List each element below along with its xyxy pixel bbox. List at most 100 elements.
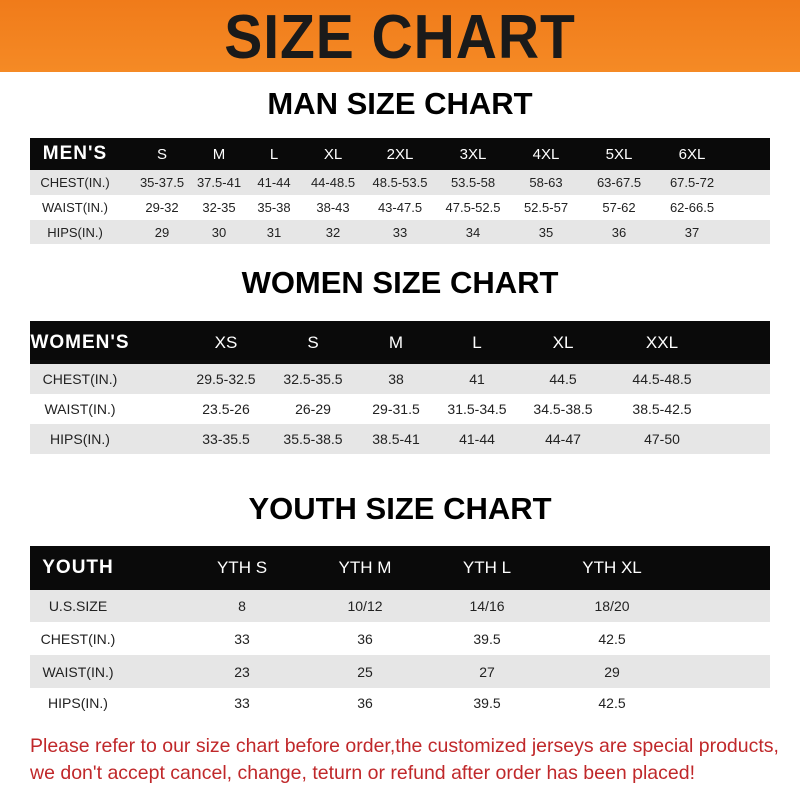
- table-row: WAIST(IN.) 23.5-26 26-29 29-31.5 31.5-34.5 34…: [30, 394, 770, 424]
- measurement-cell: 44.5-48.5: [632, 371, 692, 387]
- measurement-cell: 32: [325, 224, 341, 240]
- measurement-cell: 62-66.5: [669, 200, 715, 215]
- measurement-cell: 38.5-41: [372, 431, 420, 447]
- measurement-cell: 47.5-52.5: [445, 200, 501, 215]
- measurement-cell: 41-44: [257, 175, 291, 190]
- measurement-cell: 10/12: [347, 598, 383, 614]
- size-header-cell: S: [307, 332, 319, 352]
- table-row: CHEST(IN.) 35-37.5 37.5-41 41-44 44-48.5 48.5…: [30, 170, 770, 195]
- table-row: CHEST(IN.) 29.5-32.5 32.5-35.5 38 41 44.5 44.5…: [30, 364, 770, 394]
- measurement-cell: 34: [465, 224, 481, 240]
- women-section-title: WOMEN SIZE CHART: [241, 265, 559, 300]
- row-label: HIPS(IN.): [47, 224, 103, 240]
- measurement-cell: 41: [469, 371, 485, 387]
- size-header-cell: YTH S: [216, 558, 268, 577]
- measurement-cell: 47-50: [644, 431, 680, 447]
- table-title-cell: WOMEN'S: [30, 331, 130, 353]
- measurement-cell: 37.5-41: [196, 175, 242, 190]
- measurement-cell: 44-48.5: [310, 175, 356, 190]
- measurement-cell: 48.5-53.5: [372, 175, 428, 190]
- youth-section-title: YOUTH SIZE CHART: [248, 491, 552, 526]
- size-header-cell: S: [156, 145, 168, 163]
- measurement-cell: 25: [357, 663, 373, 680]
- measurement-cell: 23: [234, 663, 250, 680]
- measurement-cell: 33: [392, 224, 408, 240]
- measurement-cell: 44.5: [549, 371, 577, 387]
- measurement-cell: 31: [266, 224, 282, 240]
- header-row: YOUTH YTH S YTH M YTH L YTH XL: [30, 546, 770, 590]
- measurement-cell: 42.5: [598, 695, 626, 711]
- measurement-cell: 29: [604, 663, 620, 680]
- size-header-cell: L: [269, 145, 279, 163]
- measurement-cell: 35-38: [257, 200, 291, 215]
- measurement-cell: 44-47: [545, 431, 581, 447]
- size-header-cell: XL: [323, 145, 343, 163]
- measurement-cell: 36: [357, 695, 373, 711]
- table-title-cell: MEN'S: [42, 143, 108, 164]
- table-row: WAIST(IN.) 23 25 27 29: [30, 655, 770, 688]
- size-header-cell: 5XL: [605, 145, 633, 163]
- measurement-cell: 37: [684, 224, 700, 240]
- measurement-cell: 34.5-38.5: [533, 401, 593, 417]
- size-header-cell: YTH M: [338, 558, 392, 577]
- size-header-cell: XL: [552, 332, 574, 352]
- measurement-cell: 38.5-42.5: [632, 401, 692, 417]
- measurement-cell: 31.5-34.5: [447, 401, 507, 417]
- measurement-cell: 30: [211, 224, 227, 240]
- size-header-cell: YTH XL: [582, 558, 642, 577]
- measurement-cell: 58-63: [529, 175, 563, 190]
- measurement-cell: 52.5-57: [523, 200, 569, 215]
- size-header-cell: 6XL: [678, 145, 706, 163]
- row-label: WAIST(IN.): [42, 200, 108, 215]
- header-row: WOMEN'S XS S M L XL XXL: [30, 321, 770, 364]
- measurement-cell: 39.5: [473, 630, 501, 647]
- table-title-cell: YOUTH: [42, 557, 114, 578]
- row-label: CHEST(IN.): [42, 371, 118, 387]
- table-row: HIPS(IN.) 33 36 39.5 42.5: [30, 688, 770, 718]
- measurement-cell: 35-37.5: [139, 175, 185, 190]
- header-row: MEN'S S M L XL 2XL 3XL 4XL 5XL 6XL: [30, 138, 770, 170]
- size-header-cell: YTH L: [462, 558, 512, 577]
- measurement-cell: 26-29: [295, 401, 331, 417]
- row-label: HIPS(IN.): [50, 431, 110, 447]
- measurement-cell: 27: [479, 663, 495, 680]
- measurement-cell: 67.5-72: [669, 175, 715, 190]
- measurement-cell: 33: [234, 695, 250, 711]
- size-header-cell: 2XL: [386, 145, 414, 163]
- measurement-cell: 32-35: [202, 200, 236, 215]
- measurement-cell: 63-67.5: [596, 175, 642, 190]
- measurement-cell: 32.5-35.5: [283, 371, 343, 387]
- measurement-cell: 8: [238, 598, 246, 614]
- measurement-cell: 35: [538, 224, 554, 240]
- size-header-cell: XXL: [645, 332, 679, 352]
- measurement-cell: 29.5-32.5: [196, 371, 256, 387]
- men-section-title: MAN SIZE CHART: [267, 86, 533, 121]
- measurement-cell: 38: [388, 371, 404, 387]
- row-label: WAIST(IN.): [44, 401, 116, 417]
- measurement-cell: 42.5: [598, 630, 626, 647]
- measurement-cell: 36: [611, 224, 627, 240]
- row-label: CHEST(IN.): [40, 175, 110, 190]
- size-header-cell: 3XL: [459, 145, 487, 163]
- measurement-cell: 33: [234, 630, 250, 647]
- size-header-cell: 4XL: [532, 145, 560, 163]
- size-header-cell: XS: [214, 332, 238, 352]
- table-row: CHEST(IN.) 33 36 39.5 42.5: [30, 622, 770, 655]
- measurement-cell: 57-62: [602, 200, 636, 215]
- size-header-cell: M: [388, 332, 404, 352]
- measurement-cell: 53.5-58: [450, 175, 496, 190]
- measurement-cell: 29-31.5: [372, 401, 420, 417]
- banner: SIZE CHART: [0, 0, 800, 72]
- measurement-cell: 33-35.5: [202, 431, 250, 447]
- table-row: WAIST(IN.) 29-32 32-35 35-38 38-43 43-47.5 47.…: [30, 195, 770, 220]
- table-row: U.S.SIZE 8 10/12 14/16 18/20: [30, 590, 770, 622]
- measurement-cell: 38-43: [316, 200, 350, 215]
- measurement-cell: 29-32: [145, 200, 179, 215]
- table-row: HIPS(IN.) 33-35.5 35.5-38.5 38.5-41 41-44 44-…: [30, 424, 770, 454]
- measurement-cell: 29: [154, 224, 170, 240]
- measurement-cell: 39.5: [473, 695, 501, 711]
- measurement-cell: 35.5-38.5: [283, 431, 343, 447]
- measurement-cell: 18/20: [594, 598, 630, 614]
- row-label: HIPS(IN.): [48, 695, 108, 711]
- measurement-cell: 36: [357, 630, 373, 647]
